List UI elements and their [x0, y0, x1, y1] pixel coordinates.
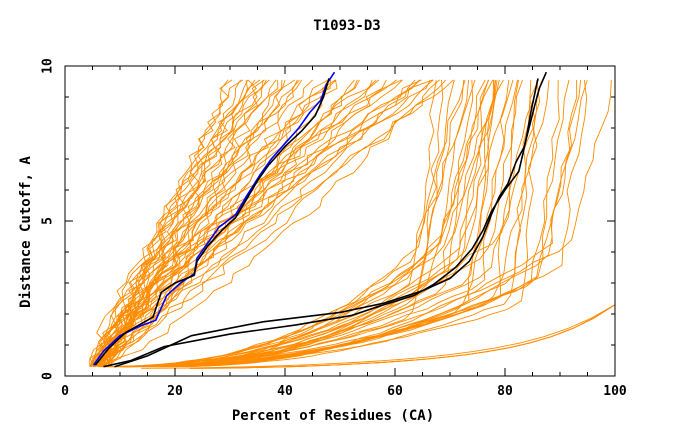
- model-curve: [167, 79, 578, 368]
- x-tick-label: 20: [167, 384, 183, 399]
- y-axis-label: Distance Cutoff, A: [18, 156, 34, 308]
- model-curve: [108, 79, 447, 368]
- y-tick-label: 5: [41, 217, 56, 225]
- highlighted-series: [92, 71, 548, 368]
- y-tick-label: 10: [41, 58, 56, 74]
- model-curve: [95, 79, 270, 367]
- model-curve: [89, 79, 314, 368]
- series-line-3: [103, 78, 539, 368]
- model-curve: [94, 79, 277, 368]
- model-curve: [101, 79, 249, 367]
- model-curve: [103, 79, 244, 367]
- series-line-0: [92, 71, 336, 366]
- x-tick-label: 80: [497, 384, 513, 399]
- model-curve: [89, 79, 303, 367]
- model-curve: [89, 79, 267, 367]
- model-curve: [95, 79, 440, 367]
- model-curve: [123, 79, 437, 368]
- x-tick-label: 100: [603, 384, 627, 399]
- x-tick-label: 40: [277, 384, 293, 399]
- model-curve: [122, 79, 524, 368]
- model-curve: [102, 79, 296, 367]
- model-curve: [89, 79, 229, 367]
- y-axis: 0 5 10: [41, 58, 615, 380]
- series-line-2: [114, 71, 548, 368]
- model-curve: [102, 79, 331, 367]
- model-curve: [94, 79, 422, 368]
- model-curve: [124, 79, 520, 368]
- model-curve: [163, 79, 494, 368]
- model-curve: [92, 79, 300, 368]
- model-curve: [171, 79, 582, 368]
- model-curve: [102, 79, 494, 368]
- x-tick-label: 60: [387, 384, 403, 399]
- model-curves: [89, 78, 616, 369]
- x-axis: 0 20 40 60 80 100: [61, 66, 627, 399]
- model-curve: [106, 79, 336, 367]
- model-curve: [99, 79, 377, 367]
- model-curve: [141, 304, 616, 369]
- chart-title: T1093-D3: [313, 18, 380, 34]
- x-axis-label: Percent of Residues (CA): [232, 408, 434, 424]
- model-curve: [92, 79, 233, 367]
- model-curve: [97, 79, 265, 368]
- model-curve: [163, 79, 532, 368]
- y-tick-label: 0: [41, 372, 56, 380]
- model-curve: [89, 79, 261, 367]
- model-curve: [98, 79, 514, 368]
- model-curve: [189, 304, 616, 369]
- model-curve: [100, 79, 416, 367]
- x-tick-label: 0: [61, 384, 69, 399]
- model-curve: [94, 79, 279, 367]
- series-line-1: [94, 78, 330, 366]
